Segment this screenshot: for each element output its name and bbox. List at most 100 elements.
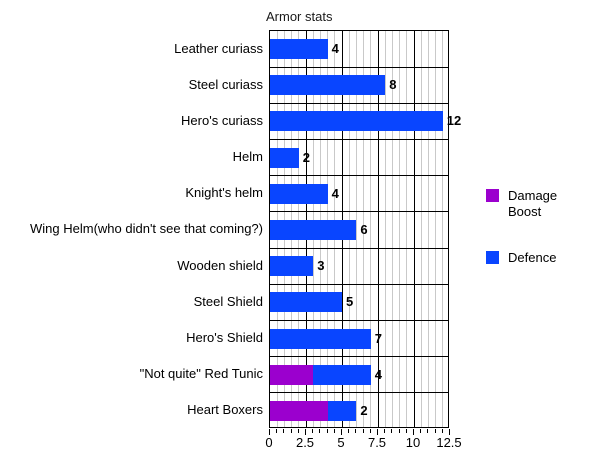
value-label: 2: [360, 402, 368, 418]
tick-mark-minor: [283, 429, 285, 433]
bar-segment-defence: [270, 39, 328, 60]
bar-segment-defence: [270, 292, 342, 313]
tick-mark-major: [449, 429, 450, 435]
value-label: 4: [331, 41, 339, 57]
category-label: "Not quite" Red Tunic: [139, 366, 263, 382]
x-axis-tick-label: 10: [405, 435, 421, 450]
tick-mark-minor: [326, 429, 328, 433]
tick-mark-minor: [348, 429, 350, 433]
category-label: Helm: [232, 149, 263, 165]
tick-mark-minor: [398, 429, 400, 433]
tick-mark-major: [413, 429, 414, 435]
bar-segment-defence: [270, 256, 314, 277]
legend: Damage Boost Defence: [486, 188, 570, 266]
category-label: Hero's curiass: [181, 112, 263, 128]
row-separator: [270, 283, 448, 285]
value-label: 5: [346, 294, 354, 310]
tick-mark-minor: [355, 429, 357, 433]
value-label: 4: [374, 366, 383, 382]
value-label: 2: [302, 149, 311, 165]
category-label: Steel curiass: [188, 76, 263, 92]
legend-swatch: [486, 189, 499, 202]
x-axis-tick-label: 0: [265, 435, 273, 450]
tick-mark-major: [269, 429, 270, 435]
gridline-minor: [420, 31, 422, 427]
row-separator: [270, 356, 448, 358]
gridline-minor: [399, 31, 401, 427]
tick-mark-minor: [276, 429, 278, 433]
tick-mark-minor: [333, 429, 335, 433]
bar-segment-defence: [270, 75, 386, 96]
bar-segment-defence: [270, 111, 443, 132]
row-separator: [270, 102, 448, 104]
tick-mark-minor: [290, 429, 292, 433]
row-separator: [270, 392, 448, 394]
category-label: Steel Shield: [193, 293, 263, 309]
bar-segment-damage-boost: [270, 400, 328, 421]
row-separator: [270, 211, 448, 213]
tick-mark-minor: [362, 429, 364, 433]
tick-mark-minor: [434, 429, 436, 433]
value-label: 8: [389, 77, 397, 93]
tick-mark-minor: [420, 429, 422, 433]
gridline-minor: [355, 31, 357, 427]
category-label: Hero's Shield: [186, 330, 263, 346]
category-axis: Leather curiass Steel curiass Hero's curia…: [0, 30, 263, 428]
row-separator: [270, 66, 448, 68]
value-label: 7: [374, 330, 383, 346]
plot-area: 48122463573442: [269, 30, 461, 428]
tick-mark-minor: [384, 429, 386, 433]
legend-label: Defence: [508, 249, 557, 265]
gridline-minor: [427, 31, 429, 427]
gridline-major: [377, 31, 379, 427]
tick-mark-minor: [405, 429, 407, 433]
bar-segment-defence: [270, 328, 371, 349]
tick-mark-major: [341, 429, 342, 435]
value-label: 3: [317, 258, 325, 274]
row-separator: [270, 319, 448, 321]
tick-mark-minor: [391, 429, 393, 433]
bar-segment-defence: [313, 364, 371, 385]
value-label: 12: [446, 113, 462, 129]
gridline-minor: [442, 31, 444, 427]
gridline-minor: [370, 31, 372, 427]
tick-mark-minor: [312, 429, 314, 433]
tick-mark-minor: [297, 429, 299, 433]
value-label: 4: [331, 185, 339, 201]
bar-segment-damage-boost: [270, 364, 314, 385]
gridline-minor: [391, 31, 393, 427]
gridline-minor: [406, 31, 408, 427]
tick-mark-minor: [427, 429, 429, 433]
legend-label: Damage Boost: [508, 188, 558, 220]
bar-segment-defence: [327, 400, 357, 421]
x-axis-tick-label: 2.5: [295, 435, 315, 450]
tick-mark-minor: [319, 429, 321, 433]
row-separator: [270, 247, 448, 249]
category-label: Wooden shield: [177, 257, 263, 273]
gridline-minor: [435, 31, 437, 427]
category-label: Leather curiass: [174, 40, 263, 56]
x-axis-tick-label: 12.5: [436, 435, 462, 450]
bar-segment-defence: [270, 147, 299, 168]
bar-segment-defence: [270, 183, 328, 204]
x-axis-tick-label: 7.5: [367, 435, 387, 450]
legend-swatch: [486, 250, 499, 264]
category-label: Wing Helm(who didn't see that coming?): [30, 221, 263, 237]
category-label: Knight's helm: [185, 185, 263, 201]
tick-mark-minor: [369, 429, 371, 433]
gridline-minor: [363, 31, 365, 427]
tick-mark-minor: [441, 429, 443, 433]
category-label: Heart Boxers: [187, 402, 263, 418]
gridline-major: [413, 31, 415, 427]
tick-mark-major: [305, 429, 306, 435]
value-label: 6: [360, 222, 368, 237]
legend-item: Defence: [486, 250, 570, 266]
chart-title: Armor stats: [266, 9, 333, 24]
gridline-minor: [384, 31, 386, 427]
tick-mark-major: [377, 429, 378, 435]
row-separator: [270, 139, 448, 141]
bar-segment-defence: [270, 220, 357, 240]
x-axis-tick-label: 5: [337, 435, 345, 450]
legend-item: Damage Boost: [486, 188, 570, 221]
